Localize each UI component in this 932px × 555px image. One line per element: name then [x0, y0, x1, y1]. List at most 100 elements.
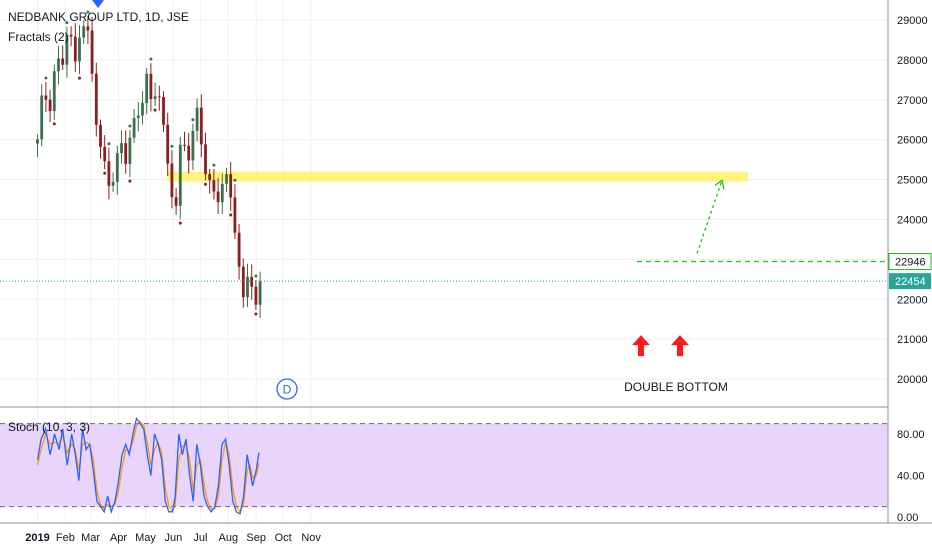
last-price-label: 22454	[895, 276, 926, 288]
candle-body	[132, 118, 136, 138]
candle	[52, 64, 56, 126]
candle	[233, 178, 237, 239]
fractal-up-dot	[212, 163, 216, 167]
price-tick-label-0: 29000	[897, 15, 928, 27]
candle	[73, 23, 77, 72]
candle	[103, 135, 107, 175]
stoch-tick-label-0: 80.00	[897, 429, 925, 441]
dividend-marker-label: D	[283, 383, 292, 397]
candle-body	[44, 95, 48, 100]
candle-body	[225, 174, 228, 184]
candle-body	[250, 276, 254, 287]
candle-body	[212, 180, 216, 192]
candle	[183, 131, 186, 152]
candle-body	[241, 266, 245, 298]
fractal-down-dot	[229, 213, 233, 217]
candle-body	[94, 73, 98, 125]
fractals-legend[interactable]: Fractals (2)	[8, 30, 69, 44]
double-bottom-arrow-1	[632, 335, 650, 357]
candle-body	[157, 96, 161, 98]
candle-body	[115, 153, 119, 182]
candle	[241, 258, 245, 308]
candle	[170, 144, 174, 209]
candle	[204, 132, 207, 186]
top-marker-icon	[92, 0, 104, 8]
candle-body	[246, 276, 249, 298]
candle-body	[254, 286, 258, 305]
candle	[48, 89, 52, 123]
stoch-axis[interactable]: 80.00 40.00 0.00	[897, 429, 925, 524]
time-axis[interactable]: 2019 Feb Mar Apr May Jun Jul Aug Sep Oct Nov	[25, 532, 321, 544]
time-tick-label-7: Aug	[219, 532, 239, 544]
candle-body	[195, 107, 199, 131]
time-tick-label-4: May	[135, 532, 156, 544]
candle-body	[78, 37, 81, 62]
last-price-tag-box	[889, 273, 931, 290]
candle	[157, 85, 161, 111]
candle-body	[141, 103, 144, 116]
candle	[149, 57, 153, 112]
candle	[65, 21, 69, 78]
time-tick-label-8: Sep	[246, 532, 266, 544]
time-tick-label-0: 2019	[25, 532, 49, 544]
candle	[69, 26, 73, 47]
candle-body	[128, 137, 132, 164]
fractal-up-dot	[254, 274, 258, 278]
candle	[124, 130, 128, 174]
candle-body	[199, 107, 203, 145]
candle	[187, 133, 191, 174]
candle	[78, 25, 81, 80]
fractal-up-dot	[191, 118, 195, 122]
projection-arrow-head	[714, 179, 725, 190]
candle-body	[220, 183, 224, 203]
candle	[229, 161, 233, 217]
candle	[162, 91, 165, 132]
candle-body	[183, 144, 186, 146]
candle	[115, 145, 119, 195]
candle-body	[258, 281, 262, 305]
time-tick-label-5: Jun	[165, 532, 183, 544]
time-tick-label-10: Nov	[301, 532, 321, 544]
fractal-down-dot	[128, 179, 132, 183]
dividend-marker[interactable]: D	[276, 378, 298, 400]
price-tick-label-4: 25000	[897, 175, 928, 187]
fractal-up-dot	[149, 57, 153, 61]
fractal-down-dot	[178, 221, 182, 225]
candle	[174, 188, 178, 215]
support-zone	[167, 171, 748, 182]
candle	[216, 177, 220, 214]
candle	[128, 124, 132, 183]
stoch-tick-label-2: 0.00	[897, 512, 918, 524]
candle-body	[86, 26, 90, 31]
candle	[94, 62, 98, 137]
candle-body	[120, 143, 123, 154]
resistance-tag-box	[888, 253, 932, 271]
candle-body	[48, 99, 52, 112]
candle-body	[216, 191, 220, 203]
symbol-title[interactable]: NEDBANK GROUP LTD, 1D, JSE	[8, 10, 189, 24]
candle-body	[103, 146, 107, 162]
candle-body	[69, 34, 73, 37]
fractal-up-dot	[65, 21, 69, 25]
double-bottom-annotation: DOUBLE BOTTOM	[624, 380, 728, 394]
candle-body	[52, 71, 56, 112]
resistance-tag-label: 22946	[895, 257, 926, 269]
stoch-band	[0, 423, 888, 507]
candle-body	[111, 181, 115, 186]
stoch-tick-label-1: 40.00	[897, 470, 925, 482]
price-tick-label-9: 20000	[897, 374, 928, 386]
candle	[132, 109, 136, 143]
time-tick-label-3: Apr	[110, 532, 127, 544]
price-axis[interactable]: 2900028000270002600025000240002300022000…	[897, 15, 928, 386]
price-tick-label-5: 24000	[897, 214, 928, 226]
candle	[82, 20, 86, 44]
candle-body	[65, 34, 69, 65]
price-tick-label-1: 28000	[897, 55, 928, 67]
candle	[191, 118, 195, 171]
stoch-legend[interactable]: Stoch (10, 3, 3)	[8, 420, 90, 434]
candle-body	[107, 161, 111, 186]
candle-body	[145, 73, 149, 104]
fractal-up-dot	[128, 124, 132, 128]
candle	[111, 172, 115, 193]
candle	[246, 263, 249, 307]
